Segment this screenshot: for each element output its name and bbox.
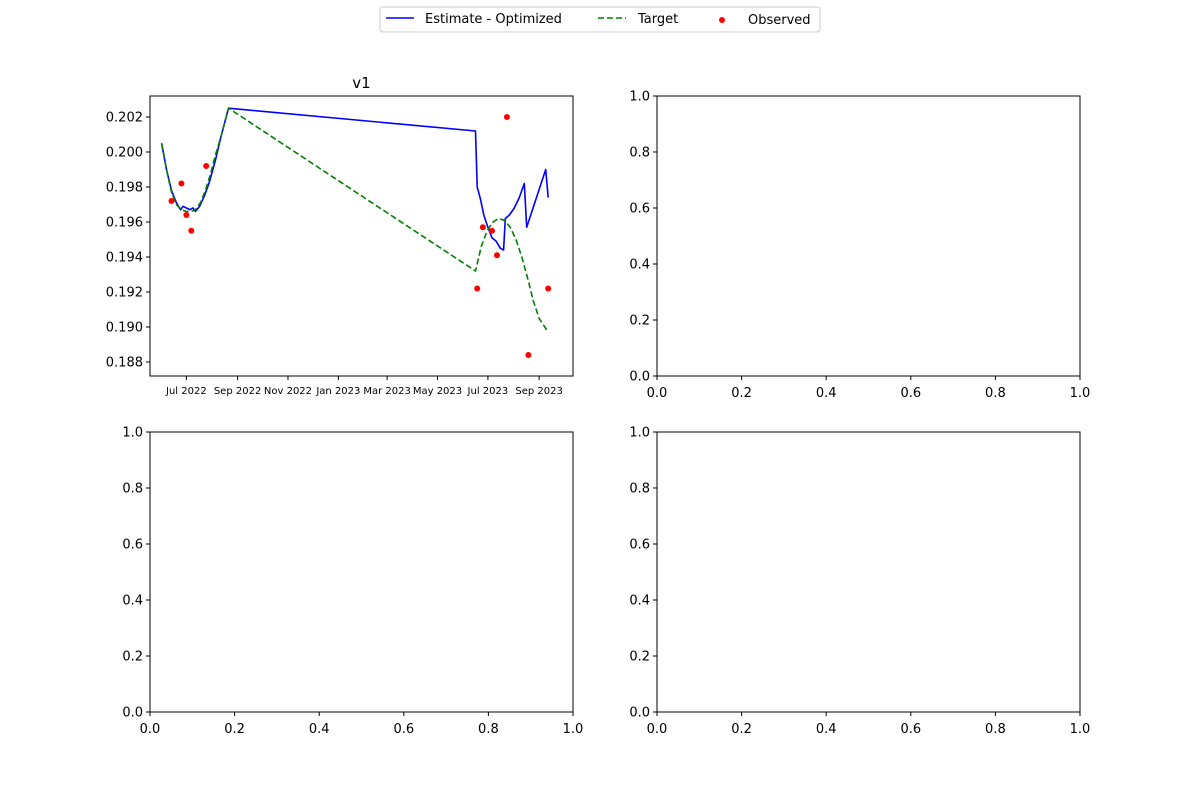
observed-point [474, 285, 481, 292]
observed-point [503, 114, 510, 120]
subplot-bottom-right: 0.0 0.2 0.4 0.6 0.8 1.0 0.0 0.2 0.4 0.6 0.8 1.0 [629, 426, 1090, 738]
x-tick-label: 0.6 [393, 722, 414, 737]
subplot-top-right: 0.0 0.2 0.4 0.6 0.8 1.0 0.0 0.2 0.4 0.6 0.8 1.0 [629, 90, 1090, 402]
x-tick-label: May 2023 [413, 386, 462, 397]
y-tick-label: 0.194 [106, 251, 143, 266]
axes-frame [149, 95, 574, 377]
plot-area: Jul 2022 Sep 2022 Nov 2022 Jan 2023 Mar 2023… [106, 95, 574, 397]
x-tick-label: 1.0 [563, 722, 584, 737]
y-tick-label: 0.188 [106, 356, 143, 371]
legend-frame [379, 6, 821, 33]
observed-point [494, 252, 500, 259]
plot-area: 0.0 0.2 0.4 0.6 0.8 1.0 0.0 0.2 0.4 0.6 0.8 1.0 [122, 426, 583, 738]
x-tick-label: Sep 2023 [515, 386, 562, 397]
y-tick-label: 0.6 [629, 202, 650, 217]
legend-observed-label: Observed [748, 13, 811, 28]
axes-frame [149, 431, 574, 713]
observed-point [203, 163, 210, 169]
y-tick-label: 0.198 [106, 181, 143, 196]
y-tick-label: 0.4 [629, 594, 650, 609]
observed-point [183, 212, 190, 218]
legend-target-label: Target [637, 12, 678, 27]
y-tick-label: 0.2 [629, 650, 650, 665]
y-tick-label: 0.192 [106, 286, 143, 301]
observed-point [188, 227, 195, 234]
x-tick-label: 0.6 [900, 386, 921, 401]
y-tick-label: 1.0 [122, 426, 143, 441]
y-tick-label: 0.8 [629, 146, 650, 161]
y-tick-label: 0.0 [629, 370, 650, 385]
x-tick-label: 0.2 [731, 722, 752, 737]
x-tick-label: 0.2 [731, 386, 752, 401]
x-tick-label: 0.8 [985, 386, 1006, 401]
x-tick-label: 0.2 [224, 722, 245, 737]
y-tick-label: 0.8 [122, 482, 143, 497]
x-tick-label: 0.0 [647, 386, 668, 401]
x-tick-label: 1.0 [1070, 722, 1091, 737]
y-tick-label: 0.202 [106, 111, 143, 126]
observed-point [178, 180, 185, 187]
observed-point [545, 285, 552, 292]
y-tick-label: 0.2 [629, 314, 650, 329]
x-tick-label: Jul 2023 [467, 386, 509, 397]
subplot-v1: v1 Jul 2022 Sep 2022 Nov 2022 Jan 2023 Mar 2… [106, 74, 574, 397]
x-tick-label: 0.8 [478, 722, 499, 737]
y-tick-label: 0.2 [122, 650, 143, 665]
y-tick-label: 0.6 [629, 538, 650, 553]
axes-frame [656, 95, 1081, 377]
subplot-bottom-left: 0.0 0.2 0.4 0.6 0.8 1.0 0.0 0.2 0.4 0.6 0.8 1.0 [122, 426, 583, 738]
y-tick-label: 0.4 [629, 258, 650, 273]
y-tick-label: 1.0 [629, 426, 650, 441]
x-tick-label: 0.6 [900, 722, 921, 737]
y-tick-label: 0.0 [122, 706, 143, 721]
plot-area: 0.0 0.2 0.4 0.6 0.8 1.0 0.0 0.2 0.4 0.6 0.8 1.0 [629, 90, 1090, 402]
legend-estimate-label: Estimate - Optimized [425, 12, 562, 27]
subplot-title: v1 [352, 74, 370, 92]
observed-point [489, 227, 495, 234]
legend: Estimate - Optimized Target Observed [379, 6, 821, 33]
plot-area: 0.0 0.2 0.4 0.6 0.8 1.0 0.0 0.2 0.4 0.6 0.8 1.0 [629, 426, 1090, 738]
observed-point [525, 352, 532, 358]
x-tick-label: Sep 2022 [214, 386, 261, 397]
y-tick-label: 0.196 [106, 216, 143, 231]
x-tick-label: 0.4 [309, 722, 330, 737]
y-tick-label: 0.6 [122, 538, 143, 553]
observed-point [479, 224, 486, 231]
x-tick-label: 0.4 [816, 386, 837, 401]
x-tick-label: 0.8 [985, 722, 1006, 737]
x-tick-label: 1.0 [1070, 386, 1091, 401]
legend-observed-swatch [719, 17, 725, 23]
target-line [160, 107, 549, 333]
x-tick-label: Jan 2023 [315, 386, 360, 397]
y-tick-label: 0.8 [629, 482, 650, 497]
estimate-line [160, 107, 549, 251]
y-tick-label: 0.190 [106, 321, 143, 336]
observed-point [168, 198, 175, 204]
axes-frame [656, 431, 1081, 713]
x-tick-label: 0.0 [647, 722, 668, 737]
x-tick-label: Jul 2022 [165, 386, 207, 397]
x-tick-label: Nov 2022 [264, 386, 312, 397]
x-tick-label: 0.0 [140, 722, 161, 737]
y-tick-label: 0.200 [106, 146, 143, 161]
x-tick-label: 0.4 [816, 722, 837, 737]
y-tick-label: 0.0 [629, 706, 650, 721]
y-tick-label: 0.4 [122, 594, 143, 609]
y-tick-label: 1.0 [629, 90, 650, 105]
x-tick-label: Mar 2023 [363, 386, 411, 397]
